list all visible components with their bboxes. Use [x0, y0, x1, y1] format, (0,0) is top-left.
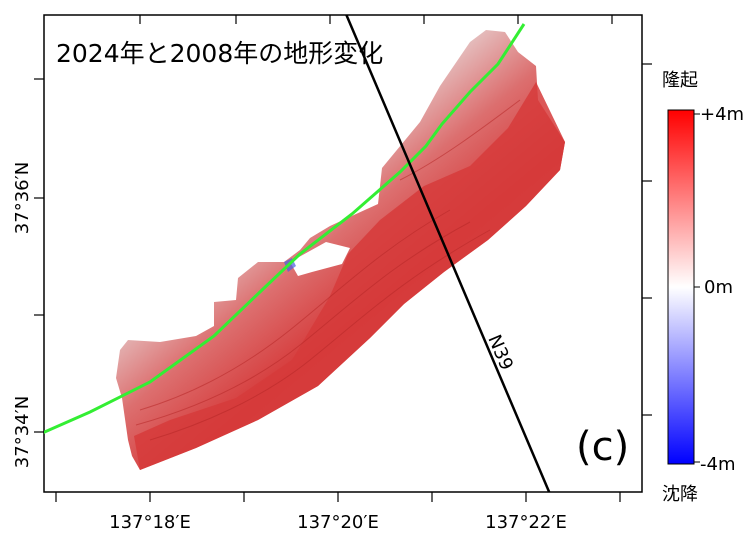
x-tick-label: 137°22′E [485, 512, 567, 533]
panel-label: (c) [576, 424, 629, 470]
y-tick-label: 37°34′N [12, 396, 33, 468]
tick-marks [34, 15, 652, 502]
uplift-zone [134, 82, 565, 470]
shoreline-line [44, 23, 526, 434]
colorbar-bottom-caption: 沈降 [662, 484, 698, 505]
colorbar-mid-label: 0m [704, 277, 733, 298]
map-content [44, 15, 565, 492]
colorbar-scale [667, 109, 695, 465]
colorbar: 隆起 +4m 0m -4m 沈降 [662, 70, 744, 505]
data-gap [290, 242, 350, 276]
terrain-ridges [135, 99, 521, 441]
profile-line-n39 [345, 15, 551, 492]
colorbar-min-label: -4m [700, 454, 735, 475]
y-tick-label: 37°36′N [12, 162, 33, 234]
colorbar-max-label: +4m [700, 104, 744, 125]
x-tick-label: 137°20′E [297, 512, 379, 533]
x-tick-label: 137°18′E [109, 512, 191, 533]
map-title: 2024年と2008年の地形変化 [56, 39, 383, 68]
colorbar-top-caption: 隆起 [662, 70, 698, 91]
